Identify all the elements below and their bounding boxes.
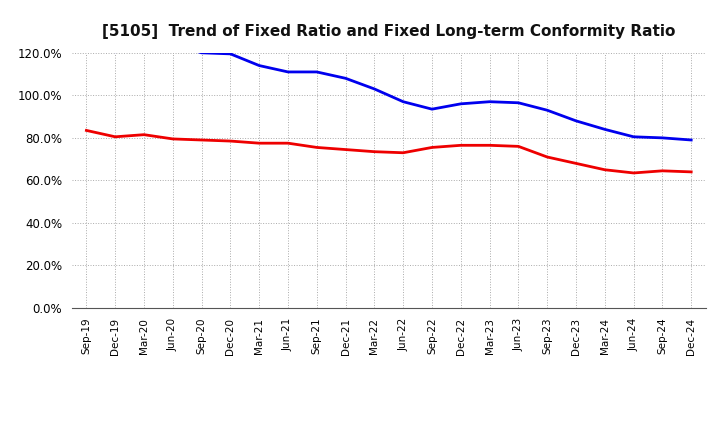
Fixed Ratio	[600, 127, 609, 132]
Fixed Ratio	[226, 51, 235, 56]
Fixed Ratio	[572, 118, 580, 124]
Fixed Long-term Conformity Ratio	[255, 140, 264, 146]
Fixed Long-term Conformity Ratio	[226, 139, 235, 144]
Fixed Ratio	[399, 99, 408, 104]
Fixed Long-term Conformity Ratio	[428, 145, 436, 150]
Fixed Ratio	[658, 135, 667, 140]
Fixed Long-term Conformity Ratio	[312, 145, 321, 150]
Fixed Long-term Conformity Ratio	[572, 161, 580, 166]
Fixed Long-term Conformity Ratio	[168, 136, 177, 142]
Fixed Ratio	[687, 137, 696, 143]
Fixed Ratio	[543, 107, 552, 113]
Fixed Ratio	[341, 76, 350, 81]
Fixed Long-term Conformity Ratio	[111, 134, 120, 139]
Fixed Long-term Conformity Ratio	[82, 128, 91, 133]
Fixed Ratio	[514, 100, 523, 106]
Fixed Ratio	[485, 99, 494, 104]
Fixed Ratio	[168, 42, 177, 47]
Fixed Ratio	[82, 29, 91, 34]
Fixed Long-term Conformity Ratio	[197, 137, 206, 143]
Fixed Ratio	[140, 43, 148, 48]
Fixed Ratio	[456, 101, 465, 106]
Fixed Long-term Conformity Ratio	[543, 154, 552, 160]
Fixed Ratio	[629, 134, 638, 139]
Fixed Long-term Conformity Ratio	[284, 140, 292, 146]
Fixed Ratio	[111, 49, 120, 55]
Fixed Ratio	[428, 106, 436, 112]
Fixed Long-term Conformity Ratio	[514, 144, 523, 149]
Fixed Long-term Conformity Ratio	[399, 150, 408, 155]
Fixed Ratio	[255, 63, 264, 68]
Fixed Long-term Conformity Ratio	[600, 167, 609, 172]
Fixed Long-term Conformity Ratio	[456, 143, 465, 148]
Title: [5105]  Trend of Fixed Ratio and Fixed Long-term Conformity Ratio: [5105] Trend of Fixed Ratio and Fixed Lo…	[102, 24, 675, 39]
Fixed Long-term Conformity Ratio	[341, 147, 350, 152]
Fixed Long-term Conformity Ratio	[370, 149, 379, 154]
Fixed Ratio	[197, 50, 206, 55]
Fixed Long-term Conformity Ratio	[687, 169, 696, 175]
Line: Fixed Ratio: Fixed Ratio	[86, 32, 691, 140]
Fixed Long-term Conformity Ratio	[658, 168, 667, 173]
Fixed Ratio	[284, 69, 292, 74]
Fixed Long-term Conformity Ratio	[485, 143, 494, 148]
Fixed Ratio	[370, 86, 379, 92]
Fixed Long-term Conformity Ratio	[629, 170, 638, 176]
Line: Fixed Long-term Conformity Ratio: Fixed Long-term Conformity Ratio	[86, 130, 691, 173]
Fixed Long-term Conformity Ratio	[140, 132, 148, 137]
Fixed Ratio	[312, 69, 321, 74]
